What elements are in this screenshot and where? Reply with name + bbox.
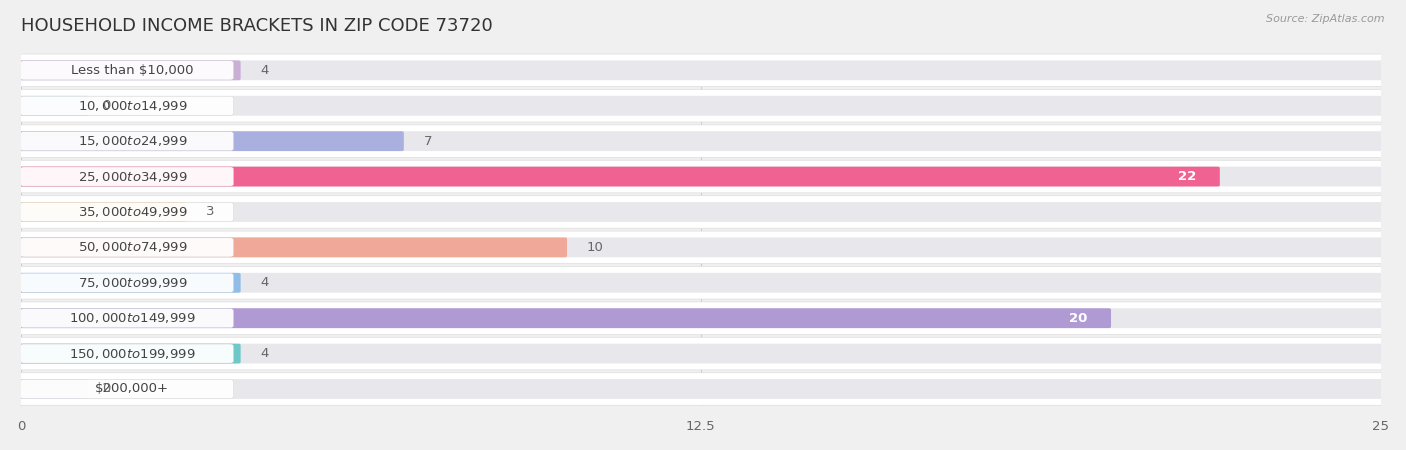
FancyBboxPatch shape [20, 202, 233, 221]
FancyBboxPatch shape [20, 238, 233, 257]
Text: Less than $10,000: Less than $10,000 [72, 64, 194, 77]
FancyBboxPatch shape [20, 167, 233, 186]
FancyBboxPatch shape [18, 379, 1384, 399]
FancyBboxPatch shape [18, 60, 240, 80]
FancyBboxPatch shape [18, 202, 186, 222]
Text: 3: 3 [205, 206, 214, 218]
FancyBboxPatch shape [18, 344, 1384, 364]
FancyBboxPatch shape [20, 309, 233, 328]
Text: $35,000 to $49,999: $35,000 to $49,999 [77, 205, 187, 219]
FancyBboxPatch shape [18, 338, 1384, 370]
FancyBboxPatch shape [20, 379, 233, 399]
FancyBboxPatch shape [20, 344, 233, 363]
FancyBboxPatch shape [20, 96, 233, 115]
Text: $50,000 to $74,999: $50,000 to $74,999 [77, 240, 187, 254]
Text: 0: 0 [103, 382, 111, 396]
Text: $75,000 to $99,999: $75,000 to $99,999 [77, 276, 187, 290]
Text: Source: ZipAtlas.com: Source: ZipAtlas.com [1267, 14, 1385, 23]
Text: $200,000+: $200,000+ [96, 382, 169, 396]
Text: 7: 7 [423, 135, 432, 148]
FancyBboxPatch shape [18, 90, 1384, 122]
FancyBboxPatch shape [18, 96, 89, 116]
FancyBboxPatch shape [18, 125, 1384, 158]
FancyBboxPatch shape [18, 196, 1384, 228]
Text: $150,000 to $199,999: $150,000 to $199,999 [69, 346, 195, 360]
FancyBboxPatch shape [18, 379, 89, 399]
FancyBboxPatch shape [18, 238, 567, 257]
Text: $15,000 to $24,999: $15,000 to $24,999 [77, 134, 187, 148]
FancyBboxPatch shape [18, 308, 1384, 328]
Text: 0: 0 [103, 99, 111, 112]
FancyBboxPatch shape [18, 131, 1384, 151]
FancyBboxPatch shape [18, 344, 240, 364]
FancyBboxPatch shape [18, 54, 1384, 87]
FancyBboxPatch shape [18, 166, 1220, 186]
Text: $10,000 to $14,999: $10,000 to $14,999 [77, 99, 187, 113]
Text: 20: 20 [1069, 312, 1087, 325]
FancyBboxPatch shape [18, 166, 1384, 186]
FancyBboxPatch shape [18, 231, 1384, 264]
FancyBboxPatch shape [18, 160, 1384, 193]
FancyBboxPatch shape [18, 202, 1384, 222]
Text: 4: 4 [260, 347, 269, 360]
FancyBboxPatch shape [18, 60, 1384, 80]
FancyBboxPatch shape [18, 373, 1384, 405]
FancyBboxPatch shape [18, 302, 1384, 334]
FancyBboxPatch shape [18, 308, 1111, 328]
FancyBboxPatch shape [20, 131, 233, 151]
Text: 22: 22 [1178, 170, 1197, 183]
Text: $100,000 to $149,999: $100,000 to $149,999 [69, 311, 195, 325]
Text: $25,000 to $34,999: $25,000 to $34,999 [77, 170, 187, 184]
FancyBboxPatch shape [20, 273, 233, 292]
FancyBboxPatch shape [18, 273, 240, 292]
FancyBboxPatch shape [18, 131, 404, 151]
Text: 4: 4 [260, 64, 269, 77]
Text: 4: 4 [260, 276, 269, 289]
Text: 10: 10 [586, 241, 603, 254]
Text: HOUSEHOLD INCOME BRACKETS IN ZIP CODE 73720: HOUSEHOLD INCOME BRACKETS IN ZIP CODE 73… [21, 17, 492, 35]
FancyBboxPatch shape [18, 238, 1384, 257]
FancyBboxPatch shape [20, 61, 233, 80]
FancyBboxPatch shape [18, 266, 1384, 299]
FancyBboxPatch shape [18, 273, 1384, 292]
FancyBboxPatch shape [18, 96, 1384, 116]
